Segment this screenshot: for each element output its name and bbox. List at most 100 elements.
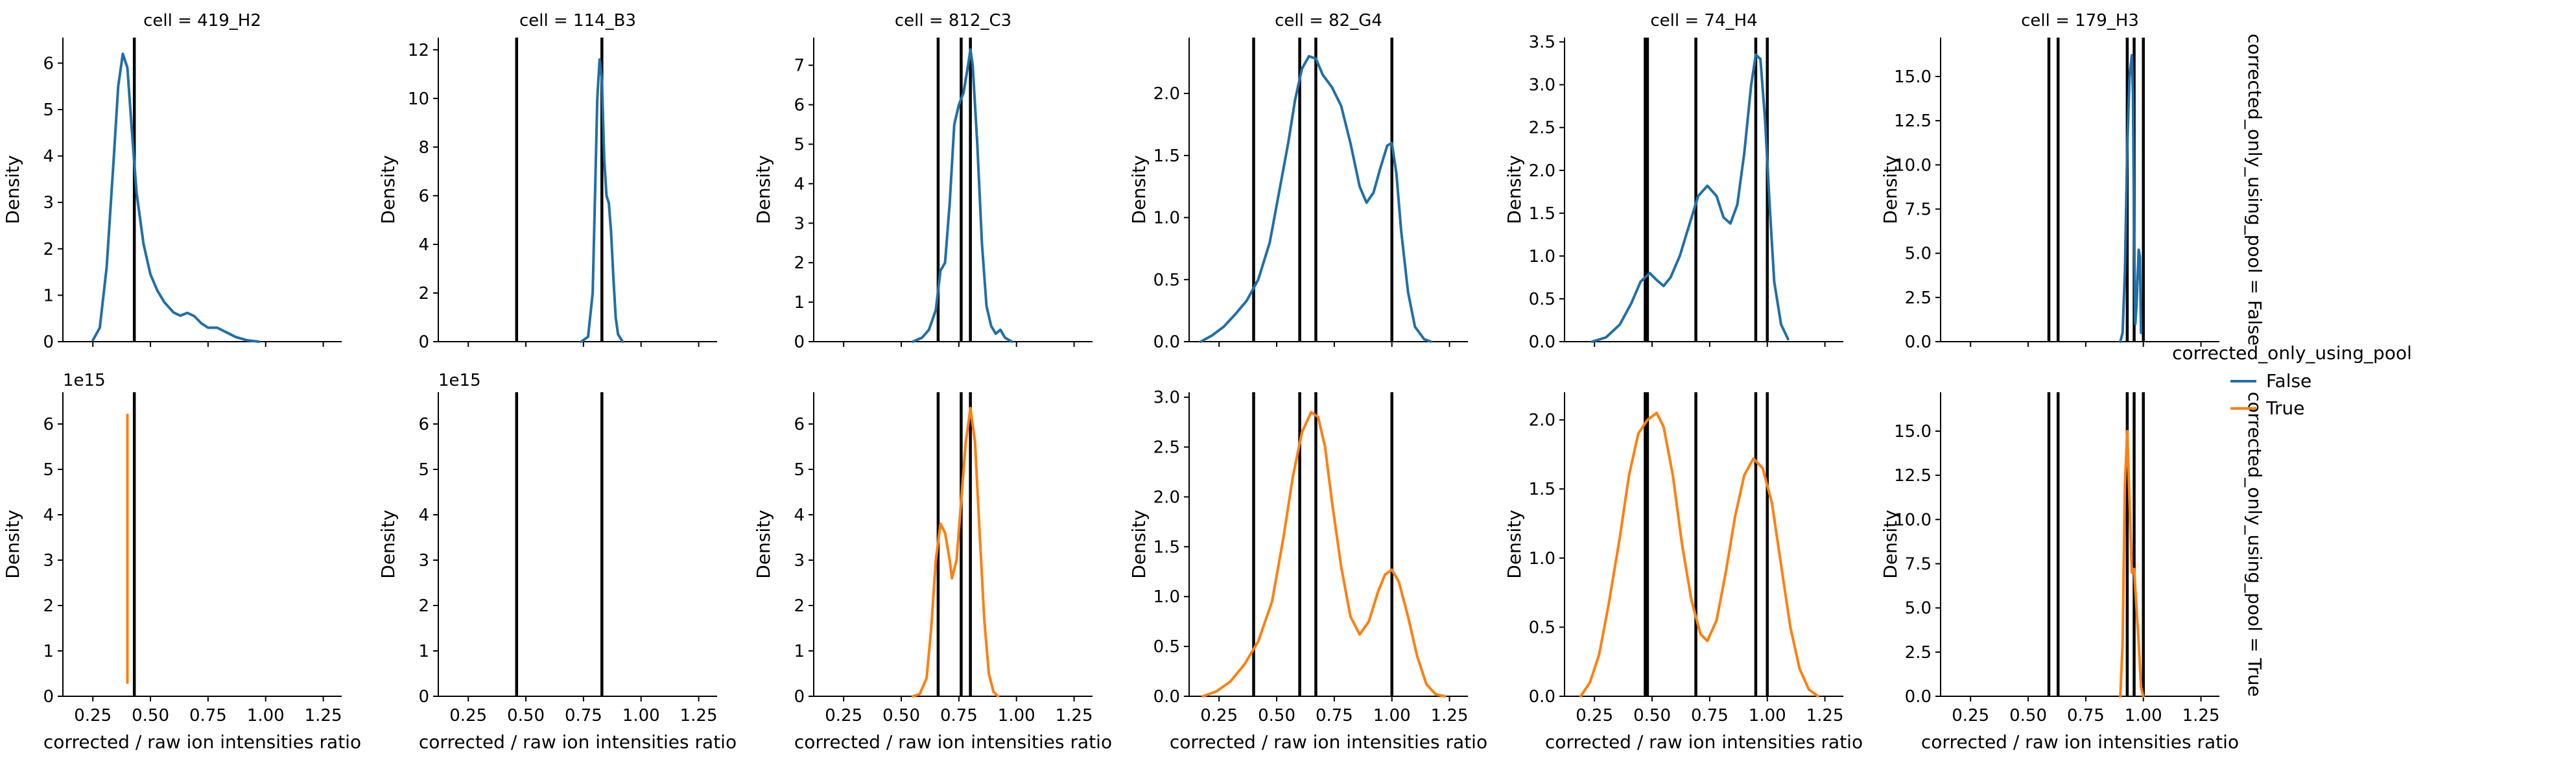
y-tick-label: 0.5 — [1529, 290, 1555, 309]
x-tick-label: 0.25 — [1200, 706, 1238, 725]
y-tick-label: 0.0 — [1529, 687, 1555, 707]
legend-label-true: True — [2265, 397, 2304, 419]
panel-0-0: cell = 419_H2 0 1 2 3 4 5 6 Density — [2, 11, 342, 352]
y-tick-label: 4 — [794, 506, 805, 525]
y-axis-label: Density — [377, 510, 399, 578]
y-tick-label: 2.5 — [1905, 643, 1932, 663]
y-tick-label: 15.0 — [1894, 67, 1932, 87]
panel-title: cell = 74_H4 — [1650, 11, 1757, 30]
y-tick-label: 0 — [418, 687, 429, 707]
y-tick-label: 15.0 — [1894, 422, 1932, 441]
y-axis-label: Density — [753, 510, 774, 578]
legend-label-false: False — [2266, 370, 2311, 392]
x-tick-label: 1.25 — [2182, 706, 2220, 725]
x-tick-label: 1.25 — [1806, 706, 1844, 725]
x-tick-label: 0.75 — [565, 706, 602, 725]
panel-title: cell = 419_H2 — [143, 11, 261, 30]
x-tick-label: 0.50 — [132, 706, 169, 725]
y-tick-label: 2 — [794, 253, 805, 273]
panel-1-0: 1e15 0 1 2 3 4 5 6 0.25 0.50 0.75 1.00 1.25 Density co… — [2, 371, 361, 753]
x-tick-label: 1.25 — [1056, 706, 1093, 725]
x-tick-label: 1.25 — [680, 706, 718, 725]
y-tick-label: 0.0 — [1153, 687, 1180, 707]
kde-curve-false — [580, 58, 624, 343]
y-tick-label: 0 — [43, 333, 54, 352]
x-tick-label: 0.50 — [507, 706, 545, 725]
x-axis-label: corrected / raw ion intensities ratio — [794, 731, 1112, 753]
x-tick-label: 0.50 — [1258, 706, 1295, 725]
y-tick-label: 5.0 — [1905, 244, 1932, 264]
y-tick-label: 10.0 — [1894, 156, 1932, 175]
y-axis-label: Density — [1504, 510, 1525, 578]
panel-title: cell = 812_C3 — [895, 11, 1011, 30]
y-tick-label: 4 — [418, 506, 429, 525]
y-tick-label: 4 — [43, 147, 54, 167]
x-tick-label: 0.75 — [1316, 706, 1353, 725]
x-tick-label: 0.50 — [882, 706, 920, 725]
y-tick-label: 0.5 — [1153, 637, 1180, 657]
panel-1-4: 0.0 0.5 1.0 1.5 2.0 0.25 0.50 0.75 1.00 1.25 Densi… — [1504, 392, 1863, 753]
y-tick-label: 7 — [794, 56, 805, 76]
y-tick-label: 10.0 — [1894, 510, 1932, 530]
y-tick-label: 1.0 — [1153, 587, 1180, 607]
y-tick-label: 3 — [794, 551, 805, 571]
panel-1-3: 0.0 0.5 1.0 1.5 2.0 2.5 3.0 0.25 0.50 0.75 1.00 1.2… — [1128, 388, 1487, 753]
y-tick-label: 1 — [43, 642, 54, 661]
y-tick-label: 0.0 — [1153, 333, 1180, 352]
y-tick-label: 8 — [418, 138, 429, 158]
y-tick-label: 2.5 — [1153, 438, 1180, 458]
y-tick-label: 6 — [43, 415, 54, 434]
row-label-false: corrected_only_using_pool = False — [2244, 34, 2265, 346]
x-axis-label: corrected / raw ion intensities ratio — [43, 731, 361, 753]
y-tick-label: 2.5 — [1529, 119, 1555, 138]
y-tick-label: 1 — [794, 293, 805, 312]
x-tick-label: 0.25 — [1576, 706, 1613, 725]
panel-title: cell = 82_G4 — [1275, 11, 1382, 30]
y-tick-label: 0.0 — [1905, 687, 1932, 707]
y-tick-label: 6 — [43, 54, 54, 73]
y-axis-label: Density — [2, 155, 23, 224]
y-tick-label: 0.5 — [1153, 270, 1180, 290]
x-tick-label: 0.50 — [2009, 706, 2047, 725]
y-tick-label: 0.0 — [1905, 333, 1932, 352]
x-tick-label: 1.00 — [247, 706, 285, 725]
panel-title: cell = 179_H3 — [2021, 11, 2139, 30]
x-tick-label: 0.75 — [1691, 706, 1729, 725]
y-tick-label: 3.0 — [1153, 388, 1180, 408]
y-tick-label: 12.5 — [1894, 112, 1932, 131]
y-axis-label: Density — [1880, 155, 1901, 224]
panel-1-5: 0.0 2.5 5.0 7.5 10.0 12.5 15.0 0.25 0.50 0.75 1.00… — [1880, 392, 2239, 753]
y-tick-label: 5 — [794, 460, 805, 480]
x-axis-label: corrected / raw ion intensities ratio — [1545, 731, 1863, 753]
y-axis-label: Density — [1128, 155, 1150, 224]
y-axis-label: Density — [377, 155, 399, 224]
legend: corrected_only_using_pool False True — [2172, 342, 2412, 419]
panel-0-5: cell = 179_H3 0.0 2.5 5.0 7.5 10.0 12.5 15.0 Den… — [1880, 11, 2219, 352]
y-tick-label: 4 — [43, 506, 54, 525]
x-axis-label: corrected / raw ion intensities ratio — [1921, 731, 2239, 753]
y-tick-label: 5 — [43, 100, 54, 120]
y-tick-label: 5 — [794, 135, 805, 154]
y-offset-label: 1e15 — [438, 371, 481, 390]
x-tick-label: 1.25 — [1431, 706, 1469, 725]
y-tick-label: 1 — [43, 286, 54, 305]
panel-0-3: cell = 82_G4 0.0 0.5 1.0 1.5 2.0 Density — [1128, 11, 1468, 352]
y-tick-label: 1.0 — [1529, 247, 1555, 266]
kde-curve-true — [1201, 410, 1447, 698]
kde-curve-true — [1579, 412, 1819, 698]
y-tick-label: 0.0 — [1529, 333, 1555, 352]
y-tick-label: 2.0 — [1153, 84, 1180, 104]
y-tick-label: 5.0 — [1905, 599, 1932, 618]
x-tick-label: 0.50 — [1633, 706, 1671, 725]
y-axis-label: Density — [1504, 155, 1525, 224]
legend-title: corrected_only_using_pool — [2172, 342, 2412, 364]
x-tick-label: 1.00 — [1373, 706, 1411, 725]
x-axis-label: corrected / raw ion intensities ratio — [1170, 731, 1487, 753]
y-tick-label: 3 — [43, 193, 54, 213]
y-tick-label: 3 — [418, 551, 429, 571]
panel-0-1: cell = 114_B3 0 2 4 6 8 10 12 Density — [377, 11, 717, 352]
y-tick-label: 1 — [418, 642, 429, 661]
row-label-true: corrected_only_using_pool = True — [2244, 392, 2265, 696]
